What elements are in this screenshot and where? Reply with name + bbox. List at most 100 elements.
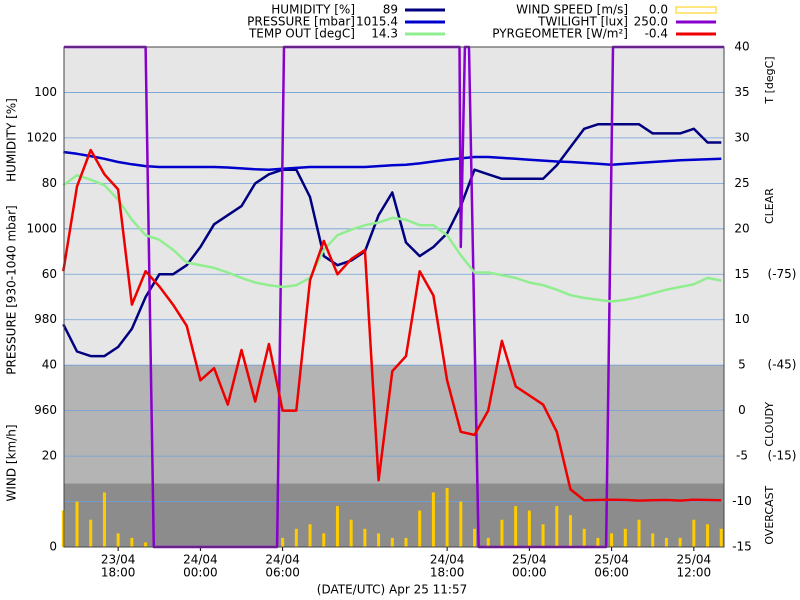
wind-bar xyxy=(404,537,408,547)
y2-tick-label: 40 xyxy=(734,40,749,54)
legend-label: HUMIDITY [%] xyxy=(271,3,355,17)
wind-bar xyxy=(322,533,326,547)
x-tick-label: 06:00 xyxy=(594,566,629,580)
legend-label: TEMP OUT [degC] xyxy=(248,27,355,41)
legend-value: 1015.4 xyxy=(356,15,398,29)
wind-bar xyxy=(555,506,559,547)
wind-bar xyxy=(75,501,79,547)
wind-bar xyxy=(610,533,614,547)
y2-tick-label: 30 xyxy=(734,130,749,144)
y-tick-label: 40 xyxy=(42,358,57,372)
y2-tick-label: 10 xyxy=(734,312,749,326)
series-line xyxy=(62,173,722,303)
zone-label: CLOUDY xyxy=(763,402,776,447)
wind-bar xyxy=(130,537,134,547)
y2-tick-label: 25 xyxy=(734,176,749,190)
y-tick-label: 960 xyxy=(34,403,57,417)
legend-value: 250.0 xyxy=(634,15,668,29)
wind-bar xyxy=(294,528,298,547)
y-tick-label: 80 xyxy=(42,176,57,190)
y2-tick-label: 5 xyxy=(738,358,746,372)
wind-bar xyxy=(568,515,572,547)
wind-bar xyxy=(144,542,148,547)
wind-bar xyxy=(377,533,381,547)
y-tick-label: 20 xyxy=(42,449,57,463)
legend-label: WIND SPEED [m/s] xyxy=(516,3,628,17)
x-tick-label: 00:00 xyxy=(512,566,547,580)
wind-bar xyxy=(308,524,312,547)
x-tick-label: 06:00 xyxy=(265,566,300,580)
wind-bar xyxy=(664,537,668,547)
y-axis-label: WIND [km/h] xyxy=(5,424,19,501)
x-tick-label: 18:00 xyxy=(101,566,136,580)
y2-tick-label: 20 xyxy=(734,221,749,235)
wind-bar xyxy=(527,510,531,547)
wind-bar xyxy=(692,519,696,547)
legend-value: -0.4 xyxy=(645,27,668,41)
wind-bar xyxy=(418,510,422,547)
x-tick-date: 25/04 xyxy=(512,553,547,567)
series-line xyxy=(62,148,722,502)
y-axis-label: PRESSURE [930-1040 mbar] xyxy=(5,205,19,374)
wind-bar xyxy=(431,492,435,547)
wind-bar xyxy=(349,519,353,547)
y-tick-label: 100 xyxy=(34,85,57,99)
y2-tick-label: 35 xyxy=(734,85,749,99)
zone-label: OVERCAST xyxy=(763,485,776,544)
wind-bar xyxy=(500,519,504,547)
wind-bar xyxy=(89,519,93,547)
wind-bar xyxy=(651,533,655,547)
wind-bar xyxy=(102,492,106,547)
x-tick-date: 25/04 xyxy=(594,553,629,567)
wind-bar xyxy=(514,506,518,547)
x-tick-date: 23/04 xyxy=(101,553,136,567)
legend-label: TWILIGHT [lux] xyxy=(537,15,628,29)
legend-label: PRESSURE [mbar] xyxy=(247,15,355,29)
y-tick-label: 60 xyxy=(42,267,57,281)
y-tick-label: 1000 xyxy=(26,221,57,235)
wind-bar xyxy=(596,537,600,547)
x-tick-date: 24/04 xyxy=(183,553,218,567)
y3-tick-label: (-75) xyxy=(768,267,797,281)
wind-bar xyxy=(473,528,477,547)
sky-zone xyxy=(64,483,724,547)
wind-bar xyxy=(623,528,627,547)
y-tick-label: 1020 xyxy=(26,130,57,144)
wind-bar xyxy=(335,506,339,547)
wind-bar xyxy=(541,524,545,547)
legend-value: 0.0 xyxy=(649,3,668,17)
legend-swatch xyxy=(675,6,717,14)
sky-zone xyxy=(64,47,724,366)
wind-bar xyxy=(719,528,723,547)
x-tick-date: 25/04 xyxy=(677,553,712,567)
sky-zone xyxy=(64,365,724,484)
y2-axis-label: T [degC] xyxy=(763,56,776,104)
wind-bar xyxy=(281,537,285,547)
plot-frame xyxy=(63,46,725,548)
wind-bar xyxy=(706,524,710,547)
x-tick-date: 24/04 xyxy=(430,553,465,567)
y-tick-label: 0 xyxy=(49,540,57,554)
y3-tick-label: (-45) xyxy=(768,358,797,372)
legend-value: 14.3 xyxy=(371,27,398,41)
y-axis-label: HUMIDITY [%] xyxy=(5,98,19,182)
wind-bar xyxy=(678,537,682,547)
legend-label: PYRGEOMETER [W/m²] xyxy=(492,27,628,41)
y-tick-label: 980 xyxy=(34,312,57,326)
y2-tick-label: -5 xyxy=(736,449,748,463)
legend-value: 89 xyxy=(383,3,398,17)
x-tick-label: 00:00 xyxy=(183,566,218,580)
wind-bar xyxy=(390,537,394,547)
x-tick-date: 24/04 xyxy=(265,553,300,567)
x-tick-label: 18:00 xyxy=(430,566,465,580)
wind-bar xyxy=(486,537,490,547)
y2-tick-label: 0 xyxy=(738,403,746,417)
wind-bar xyxy=(116,533,120,547)
y2-tick-label: -15 xyxy=(732,540,752,554)
wind-bar xyxy=(459,501,463,547)
y2-tick-label: 15 xyxy=(734,267,749,281)
wind-bar xyxy=(445,487,449,547)
x-tick-label: 12:00 xyxy=(677,566,712,580)
wind-bar xyxy=(582,528,586,547)
y2-tick-label: -10 xyxy=(732,494,752,508)
